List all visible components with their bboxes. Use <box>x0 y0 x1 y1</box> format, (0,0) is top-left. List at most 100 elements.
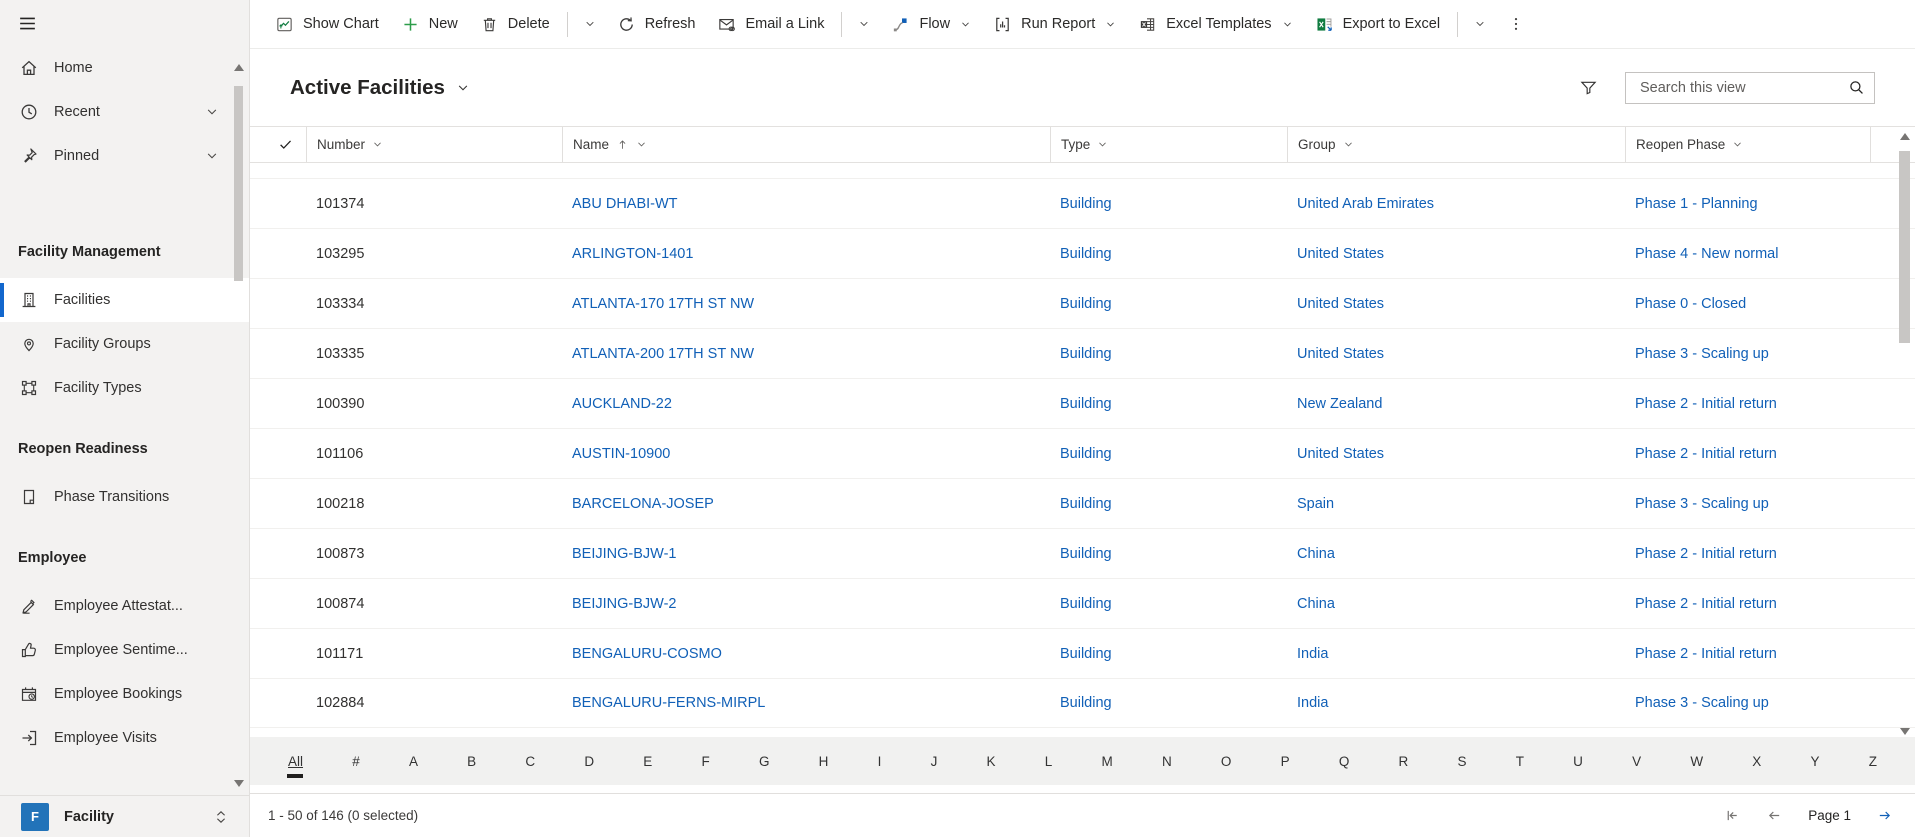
toolbar-split-chevron-button[interactable] <box>574 5 606 43</box>
facility-type-link[interactable]: Building <box>1060 295 1112 312</box>
delete-button[interactable]: Delete <box>469 5 561 43</box>
jump-to-z[interactable]: Z <box>1866 752 1880 771</box>
show-chart-button[interactable]: Show Chart <box>264 5 390 43</box>
jump-to-w[interactable]: W <box>1687 752 1706 771</box>
sidebar-item-employee-attestations[interactable]: Employee Attestat... <box>0 584 249 628</box>
table-row[interactable]: 100873 BEIJING-BJW-1 Building China Phase 2 … <box>250 528 1915 578</box>
grid-scrollbar-thumb[interactable] <box>1899 151 1910 343</box>
column-header-number[interactable]: Number <box>306 127 562 162</box>
sidebar-item-facility-types[interactable]: Facility Types <box>0 366 249 410</box>
jump-to-h[interactable]: H <box>816 752 832 771</box>
facility-group-link[interactable]: United Arab Emirates <box>1297 195 1435 212</box>
sidebar-item-phase-transitions[interactable]: Phase Transitions <box>0 475 249 519</box>
sidebar-scroll-down-arrow[interactable] <box>234 780 244 787</box>
facility-type-link[interactable]: Building <box>1060 695 1112 711</box>
column-header-name[interactable]: Name <box>562 127 1050 162</box>
facility-type-link[interactable]: Building <box>1060 595 1112 612</box>
jump-to-n[interactable]: N <box>1159 752 1175 771</box>
sidebar-item-home[interactable]: Home <box>0 46 249 90</box>
more-commands-button[interactable] <box>1496 5 1536 43</box>
facility-type-link[interactable]: Building <box>1060 445 1112 462</box>
facility-type-link[interactable]: Building <box>1060 245 1112 262</box>
facility-name-link[interactable]: BARCELONA-JOSEP <box>572 495 714 512</box>
sidebar-scroll-up-arrow[interactable] <box>234 64 244 71</box>
column-dropdown-chevron-icon[interactable] <box>1343 139 1354 150</box>
sidebar-item-employee-visits[interactable]: Employee Visits <box>0 716 249 760</box>
previous-page-button[interactable] <box>1766 807 1783 824</box>
area-switcher[interactable]: F Facility <box>0 795 249 837</box>
facility-group-link[interactable]: India <box>1297 645 1329 662</box>
facility-group-link[interactable]: United States <box>1297 295 1385 312</box>
jump-to-all[interactable]: All <box>285 752 306 778</box>
facility-phase-link[interactable]: Phase 4 - New normal <box>1635 245 1779 262</box>
facility-phase-link[interactable]: Phase 3 - Scaling up <box>1635 495 1769 512</box>
facility-type-link[interactable]: Building <box>1060 395 1112 412</box>
table-row[interactable]: 100390 AUCKLAND-22 Building New Zealand Phas… <box>250 378 1915 428</box>
facility-group-link[interactable]: United States <box>1297 445 1385 462</box>
facility-group-link[interactable]: India <box>1297 695 1329 711</box>
sidebar-scrollbar-thumb[interactable] <box>234 86 243 281</box>
table-row[interactable]: 103335 ATLANTA-200 17TH ST NW Building Unit… <box>250 328 1915 378</box>
sidebar-item-pinned[interactable]: Pinned <box>0 134 249 178</box>
column-dropdown-chevron-icon[interactable] <box>1097 139 1108 150</box>
export-to-excel-button[interactable]: Export to Excel <box>1304 5 1452 43</box>
jump-to-r[interactable]: R <box>1396 752 1412 771</box>
facility-group-link[interactable]: China <box>1297 545 1335 562</box>
column-dropdown-chevron-icon[interactable] <box>636 139 647 150</box>
table-row[interactable]: 101106 AUSTIN-10900 Building United States P… <box>250 428 1915 478</box>
facility-phase-link[interactable]: Phase 3 - Scaling up <box>1635 695 1769 711</box>
sidebar-item-facilities[interactable]: Facilities <box>0 278 249 322</box>
select-all-column-header[interactable] <box>264 127 306 162</box>
jump-to-o[interactable]: O <box>1218 752 1235 771</box>
jump-to-p[interactable]: P <box>1278 752 1293 771</box>
table-row[interactable]: 102884 BENGALURU-FERNS-MIRPL Building India… <box>250 678 1915 728</box>
jump-to-u[interactable]: U <box>1570 752 1586 771</box>
jump-to-s[interactable]: S <box>1455 752 1470 771</box>
jump-to-i[interactable]: I <box>875 752 885 771</box>
facility-group-link[interactable]: Spain <box>1297 495 1335 512</box>
table-row[interactable]: 103295 ARLINGTON-1401 Building United State… <box>250 228 1915 278</box>
facility-name-link[interactable]: ABU DHABI-WT <box>572 195 678 212</box>
table-row[interactable]: 100874 BEIJING-BJW-2 Building China Phase 2 … <box>250 578 1915 628</box>
jump-to-l[interactable]: L <box>1042 752 1056 771</box>
column-dropdown-chevron-icon[interactable] <box>1732 139 1743 150</box>
facility-group-link[interactable]: United States <box>1297 245 1385 262</box>
facility-group-link[interactable]: New Zealand <box>1297 395 1383 412</box>
facility-phase-link[interactable]: Phase 0 - Closed <box>1635 295 1747 312</box>
first-page-button[interactable] <box>1724 807 1741 824</box>
facility-name-link[interactable]: AUSTIN-10900 <box>572 445 671 462</box>
facility-group-link[interactable]: United States <box>1297 345 1385 362</box>
filter-button[interactable] <box>1579 78 1598 97</box>
facility-phase-link[interactable]: Phase 2 - Initial return <box>1635 445 1777 462</box>
jump-to-f[interactable]: F <box>699 752 713 771</box>
facility-name-link[interactable]: BENGALURU-COSMO <box>572 645 722 662</box>
facility-type-link[interactable]: Building <box>1060 645 1112 662</box>
jump-to-v[interactable]: V <box>1629 752 1644 771</box>
sidebar-item-employee-bookings[interactable]: Employee Bookings <box>0 672 249 716</box>
grid-scrollbar[interactable] <box>1897 131 1913 737</box>
hamburger-menu-button[interactable] <box>0 0 249 46</box>
sidebar-scrollbar[interactable] <box>232 64 246 787</box>
next-page-button[interactable] <box>1876 807 1893 824</box>
facility-name-link[interactable]: ARLINGTON-1401 <box>572 245 694 262</box>
email-a-link-button[interactable]: Email a Link <box>706 5 835 43</box>
jump-to-m[interactable]: M <box>1098 752 1115 771</box>
area-switch-icon[interactable] <box>213 809 229 825</box>
column-dropdown-chevron-icon[interactable] <box>372 139 383 150</box>
facility-type-link[interactable]: Building <box>1060 195 1112 212</box>
jump-to-j[interactable]: J <box>928 752 941 771</box>
column-header-phase[interactable]: Reopen Phase <box>1625 127 1870 162</box>
jump-to-e[interactable]: E <box>640 752 655 771</box>
search-button[interactable] <box>1848 79 1865 96</box>
facility-phase-link[interactable]: Phase 2 - Initial return <box>1635 595 1777 612</box>
table-row[interactable]: 100218 BARCELONA-JOSEP Building Spain Phase … <box>250 478 1915 528</box>
toolbar-split-chevron-button[interactable] <box>848 5 880 43</box>
new-button[interactable]: New <box>390 5 469 43</box>
run-report-button[interactable]: Run Report <box>982 5 1127 43</box>
facility-name-link[interactable]: ATLANTA-200 17TH ST NW <box>572 345 755 362</box>
jump-to-t[interactable]: T <box>1513 752 1527 771</box>
facility-name-link[interactable]: ATLANTA-170 17TH ST NW <box>572 295 755 312</box>
excel-templates-button[interactable]: Excel Templates <box>1127 5 1303 43</box>
jump-to-y[interactable]: Y <box>1808 752 1823 771</box>
jump-to-number[interactable]: # <box>349 752 363 771</box>
